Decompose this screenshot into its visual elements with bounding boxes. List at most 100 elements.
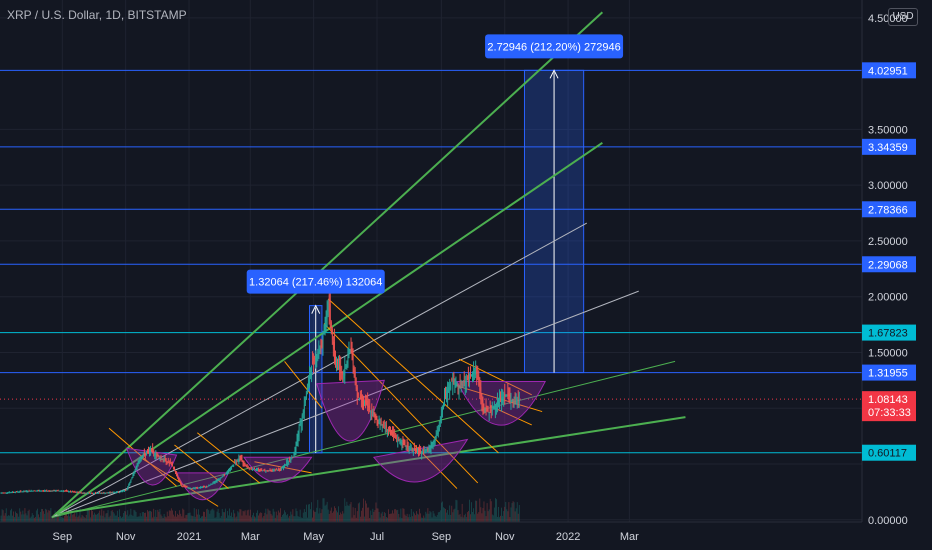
volume-bar <box>95 514 96 522</box>
volume-bar <box>435 516 437 522</box>
candle-body <box>484 409 486 411</box>
volume-bar <box>19 508 21 522</box>
volume-bar <box>494 498 496 522</box>
volume-bar <box>61 517 63 522</box>
candle-body <box>43 490 45 492</box>
candle-body <box>453 375 455 382</box>
candle-body <box>34 490 36 492</box>
volume-bar <box>122 516 123 522</box>
candle-body <box>138 459 140 463</box>
volume-bar <box>457 510 459 522</box>
volume-bar <box>518 505 520 522</box>
candle-body <box>160 457 162 459</box>
candle-body <box>295 443 297 450</box>
candle-body <box>54 490 56 492</box>
candle-body <box>249 468 251 470</box>
volume-bar <box>66 508 67 522</box>
volume-bar <box>493 507 495 522</box>
volume-bar <box>334 506 335 522</box>
candle-body <box>149 451 150 453</box>
volume-bar <box>436 515 438 522</box>
level-label-bg <box>862 138 916 155</box>
candle-body <box>263 469 265 471</box>
volume-bar <box>395 509 397 522</box>
volume-bar <box>466 512 468 522</box>
candle-body <box>304 399 306 403</box>
candle-body <box>278 469 280 471</box>
volume-bar <box>100 515 102 522</box>
candle-body <box>45 490 47 492</box>
candle-body <box>272 470 274 472</box>
candle-body <box>443 402 444 406</box>
candle-body <box>428 447 430 450</box>
measure-arrowhead <box>549 69 559 79</box>
candle-body <box>110 492 112 494</box>
candle-body <box>377 420 379 422</box>
candle-body <box>432 441 434 445</box>
candle-body <box>316 354 318 363</box>
price-axis[interactable]: 4.02951 3.34359 2.78366 2.29068 1.67823 1.319… <box>861 0 932 550</box>
volume-bar <box>204 511 205 522</box>
candle-body <box>376 418 378 420</box>
volume-bar <box>392 510 393 522</box>
volume-bar <box>399 517 401 522</box>
channel-line <box>139 456 219 507</box>
fan-line <box>51 360 676 519</box>
volume-bar <box>205 516 207 522</box>
volume-bar <box>363 498 364 522</box>
volume-bar <box>228 515 229 522</box>
level-label-bg <box>862 364 916 381</box>
volume-bar <box>345 505 347 522</box>
volume-bar <box>316 507 318 522</box>
volume-bar <box>328 513 330 522</box>
volume-bar <box>273 511 275 522</box>
volume-bar <box>2 510 4 522</box>
volume-bar <box>277 510 279 522</box>
volume-bar <box>185 515 187 522</box>
currency-badge[interactable]: USD <box>888 8 918 26</box>
volume-bar <box>335 508 336 522</box>
candle-body <box>400 442 402 444</box>
volume-bar <box>236 516 238 522</box>
candle-body <box>130 479 132 483</box>
candle-body <box>390 428 391 433</box>
candle-body <box>466 378 468 381</box>
time-axis[interactable]: Sep Nov 2021 Mar May Jul Sep Nov 2022 Mar <box>0 521 862 543</box>
volume-bar <box>288 517 290 522</box>
volume-bar <box>27 511 29 522</box>
candle-body <box>257 469 258 471</box>
volume-bar <box>413 513 415 522</box>
candle-body <box>367 400 369 407</box>
volume-bar <box>127 510 129 522</box>
candle-body <box>146 453 147 456</box>
candle-body <box>128 484 130 487</box>
volume-bar <box>107 510 109 522</box>
candle-body <box>312 361 314 364</box>
candle-body <box>292 457 294 459</box>
candle-body <box>141 455 143 459</box>
volume-bar <box>451 505 453 522</box>
volume-bar <box>440 502 442 522</box>
volume-bar <box>170 508 172 522</box>
candle-body <box>104 492 106 494</box>
candle-body <box>469 377 470 379</box>
volume-bar <box>243 511 245 522</box>
measure-labels: 1.32064 (217.46%) 132064 2.72946 (212.20%… <box>246 34 624 294</box>
current-price-label: 1.08143 <box>868 394 908 406</box>
candle-body <box>472 372 473 374</box>
candle-body <box>147 452 148 454</box>
candle-body <box>349 350 351 352</box>
candle-body <box>234 462 236 464</box>
volume-bar <box>423 515 425 522</box>
candle-body <box>79 492 81 494</box>
candle-body <box>314 355 316 360</box>
volume-bar <box>129 514 131 522</box>
volume-bar <box>489 498 491 522</box>
volume-bar <box>255 517 256 522</box>
candle-body <box>337 361 338 365</box>
volume-bar <box>330 507 332 522</box>
volume-bar <box>210 510 212 522</box>
volume-bar <box>241 515 243 522</box>
volume-bar <box>9 510 11 522</box>
